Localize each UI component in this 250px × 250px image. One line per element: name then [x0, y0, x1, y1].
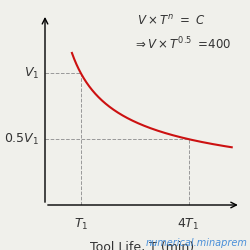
Text: $0.5V_1$: $0.5V_1$ — [4, 132, 40, 147]
Text: $V \times T^n\ =\ C$: $V \times T^n\ =\ C$ — [136, 14, 205, 28]
Text: Tool Life, T (min): Tool Life, T (min) — [90, 240, 194, 250]
Text: numerical.minaprem: numerical.minaprem — [146, 238, 248, 248]
Text: $V_1$: $V_1$ — [24, 66, 40, 81]
Text: $4T_1$: $4T_1$ — [178, 217, 200, 232]
Text: $\Rightarrow V \times T^{0.5}\ =\!400$: $\Rightarrow V \times T^{0.5}\ =\!400$ — [133, 36, 231, 53]
Text: $T_1$: $T_1$ — [74, 217, 88, 232]
